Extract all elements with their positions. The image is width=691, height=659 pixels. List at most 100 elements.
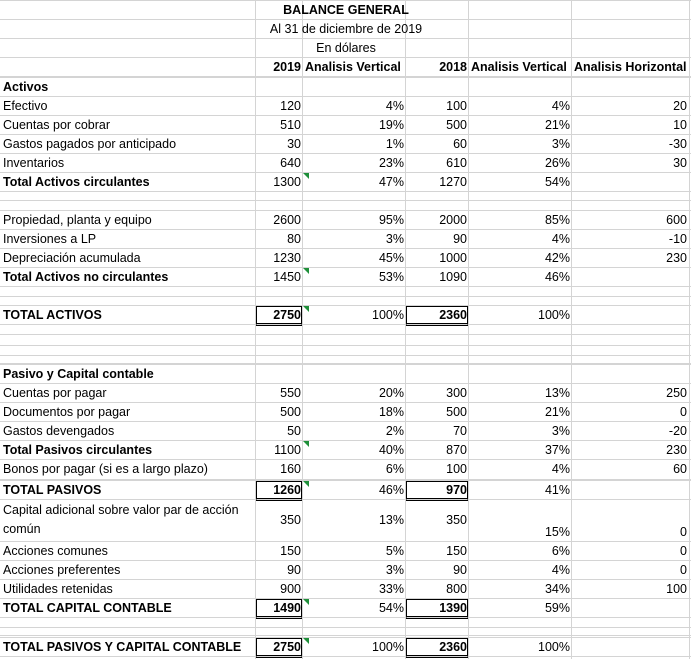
cell-p19[interactable]: 19% [378,117,404,132]
cell-ah[interactable]: 0 [680,562,687,577]
cell-v18[interactable]: 870 [446,442,467,457]
cell-v19[interactable]: 900 [280,581,301,596]
cell-v18[interactable]: 2360 [439,307,467,322]
cell-ah[interactable]: -20 [668,423,687,438]
cell-v19[interactable]: 1230 [273,250,301,265]
row-label[interactable]: TOTAL PASIVOS Y CAPITAL CONTABLE [3,639,242,654]
row-label[interactable]: Activos [3,79,49,94]
cell-p18[interactable]: 4% [551,231,570,246]
cell-v18[interactable]: 90 [453,562,467,577]
cell-v18[interactable]: 610 [446,155,467,170]
cell-v18[interactable]: 150 [446,543,467,558]
cell-p19[interactable]: 3% [385,562,404,577]
cell-p19[interactable]: 1% [385,136,404,151]
cell-v19[interactable]: 1260 [273,482,301,497]
row-label[interactable]: TOTAL CAPITAL CONTABLE [3,600,172,615]
cell-v19[interactable]: 90 [287,562,301,577]
cell-v19[interactable]: 50 [287,423,301,438]
cell-p18[interactable]: 21% [544,117,570,132]
cell-v18[interactable]: 2000 [439,212,467,227]
cell-ah[interactable] [572,305,687,324]
row-label[interactable]: Acciones preferentes [3,562,121,577]
row-label[interactable]: TOTAL ACTIVOS [3,307,102,322]
cell-p18[interactable]: 42% [544,250,570,265]
cell-ah[interactable] [572,267,687,286]
row-label[interactable]: TOTAL PASIVOS [3,482,102,497]
cell-v19[interactable]: 1490 [273,600,301,615]
cell-v18[interactable]: 1390 [439,600,467,615]
cell-p19[interactable]: 18% [378,404,404,419]
cell-p19[interactable]: 95% [378,212,404,227]
cell-v19[interactable]: 350 [280,513,301,527]
row-label[interactable]: Efectivo [3,98,48,113]
row-label[interactable]: Acciones comunes [3,543,108,558]
row-label[interactable]: Gastos pagados por anticipado [3,136,177,151]
cell-p18[interactable]: 54% [544,174,570,189]
cell-v19[interactable]: 510 [280,117,301,132]
cell-p19[interactable]: 13% [378,513,404,527]
cell-ah[interactable]: 20 [673,98,687,113]
cell-v18[interactable]: 2360 [439,639,467,654]
cell-ah[interactable]: 230 [666,442,687,457]
row-label[interactable]: Capital adicional sobre valor par de acc… [3,503,239,536]
cell-v18[interactable]: 300 [446,385,467,400]
cell-p19[interactable]: 4% [385,98,404,113]
cell-p18[interactable]: 100% [538,639,570,654]
cell-v18[interactable]: 60 [453,136,467,151]
cell-v18[interactable]: 1270 [439,174,467,189]
cell-p18[interactable]: 26% [544,155,570,170]
cell-p18[interactable]: 15% [544,525,570,539]
row-label[interactable]: Gastos devengados [3,423,115,438]
cell-ah[interactable]: 100 [666,581,687,596]
cell-v19[interactable]: 2750 [273,307,301,322]
cell-v19[interactable]: 160 [280,462,301,476]
cell-ah[interactable]: 0 [680,525,687,539]
cell-p18[interactable]: 37% [544,442,570,457]
row-label[interactable]: Cuentas por cobrar [3,117,111,132]
cell-ah[interactable] [572,598,687,617]
cell-v19[interactable]: 1300 [273,174,301,189]
cell-v18[interactable]: 800 [446,581,467,596]
row-label[interactable]: Inventarios [3,155,65,170]
cell-p18[interactable]: 6% [551,543,570,558]
cell-v19[interactable]: 500 [280,404,301,419]
cell-v18[interactable]: 350 [446,513,467,527]
row-label[interactable]: Utilidades retenidas [3,581,113,596]
cell-v18[interactable]: 100 [446,462,467,476]
cell-v18[interactable]: 1090 [439,269,467,284]
row-label[interactable]: Total Activos circulantes [3,174,150,189]
cell-v19[interactable]: 2600 [273,212,301,227]
cell-p18[interactable]: 85% [544,212,570,227]
cell-p19[interactable]: 54% [378,600,404,615]
cell-p18[interactable]: 41% [544,482,570,497]
cell-v18[interactable]: 970 [446,482,467,497]
cell-v19[interactable]: 150 [280,543,301,558]
cell-p19[interactable]: 2% [385,423,404,438]
row-label[interactable]: Total Pasivos circulantes [3,442,153,457]
cell-ah[interactable]: -10 [668,231,687,246]
cell-p19[interactable]: 20% [378,385,404,400]
cell-p19[interactable]: 46% [378,482,404,497]
cell-p19[interactable]: 3% [385,231,404,246]
cell-p18[interactable]: 4% [551,462,570,476]
cell-p19[interactable]: 47% [378,174,404,189]
cell-ah[interactable] [572,637,687,656]
cell-p18[interactable]: 21% [544,404,570,419]
cell-v19[interactable]: 550 [280,385,301,400]
cell-v18[interactable]: 90 [453,231,467,246]
cell-ah[interactable] [572,172,687,191]
cell-v18[interactable]: 1000 [439,250,467,265]
cell-v18[interactable]: 500 [446,404,467,419]
cell-ah[interactable]: 600 [666,212,687,227]
row-label[interactable]: Depreciación acumulada [3,250,141,265]
cell-v19[interactable]: 120 [280,98,301,113]
cell-ah[interactable]: 0 [680,404,687,419]
cell-ah[interactable]: 10 [673,117,687,132]
cell-p19[interactable]: 23% [378,155,404,170]
cell-p18[interactable]: 46% [544,269,570,284]
row-label[interactable]: Propiedad, planta y equipo [3,212,152,227]
cell-v19[interactable]: 30 [287,136,301,151]
cell-p19[interactable]: 6% [385,462,404,476]
cell-v19[interactable]: 1450 [273,269,301,284]
